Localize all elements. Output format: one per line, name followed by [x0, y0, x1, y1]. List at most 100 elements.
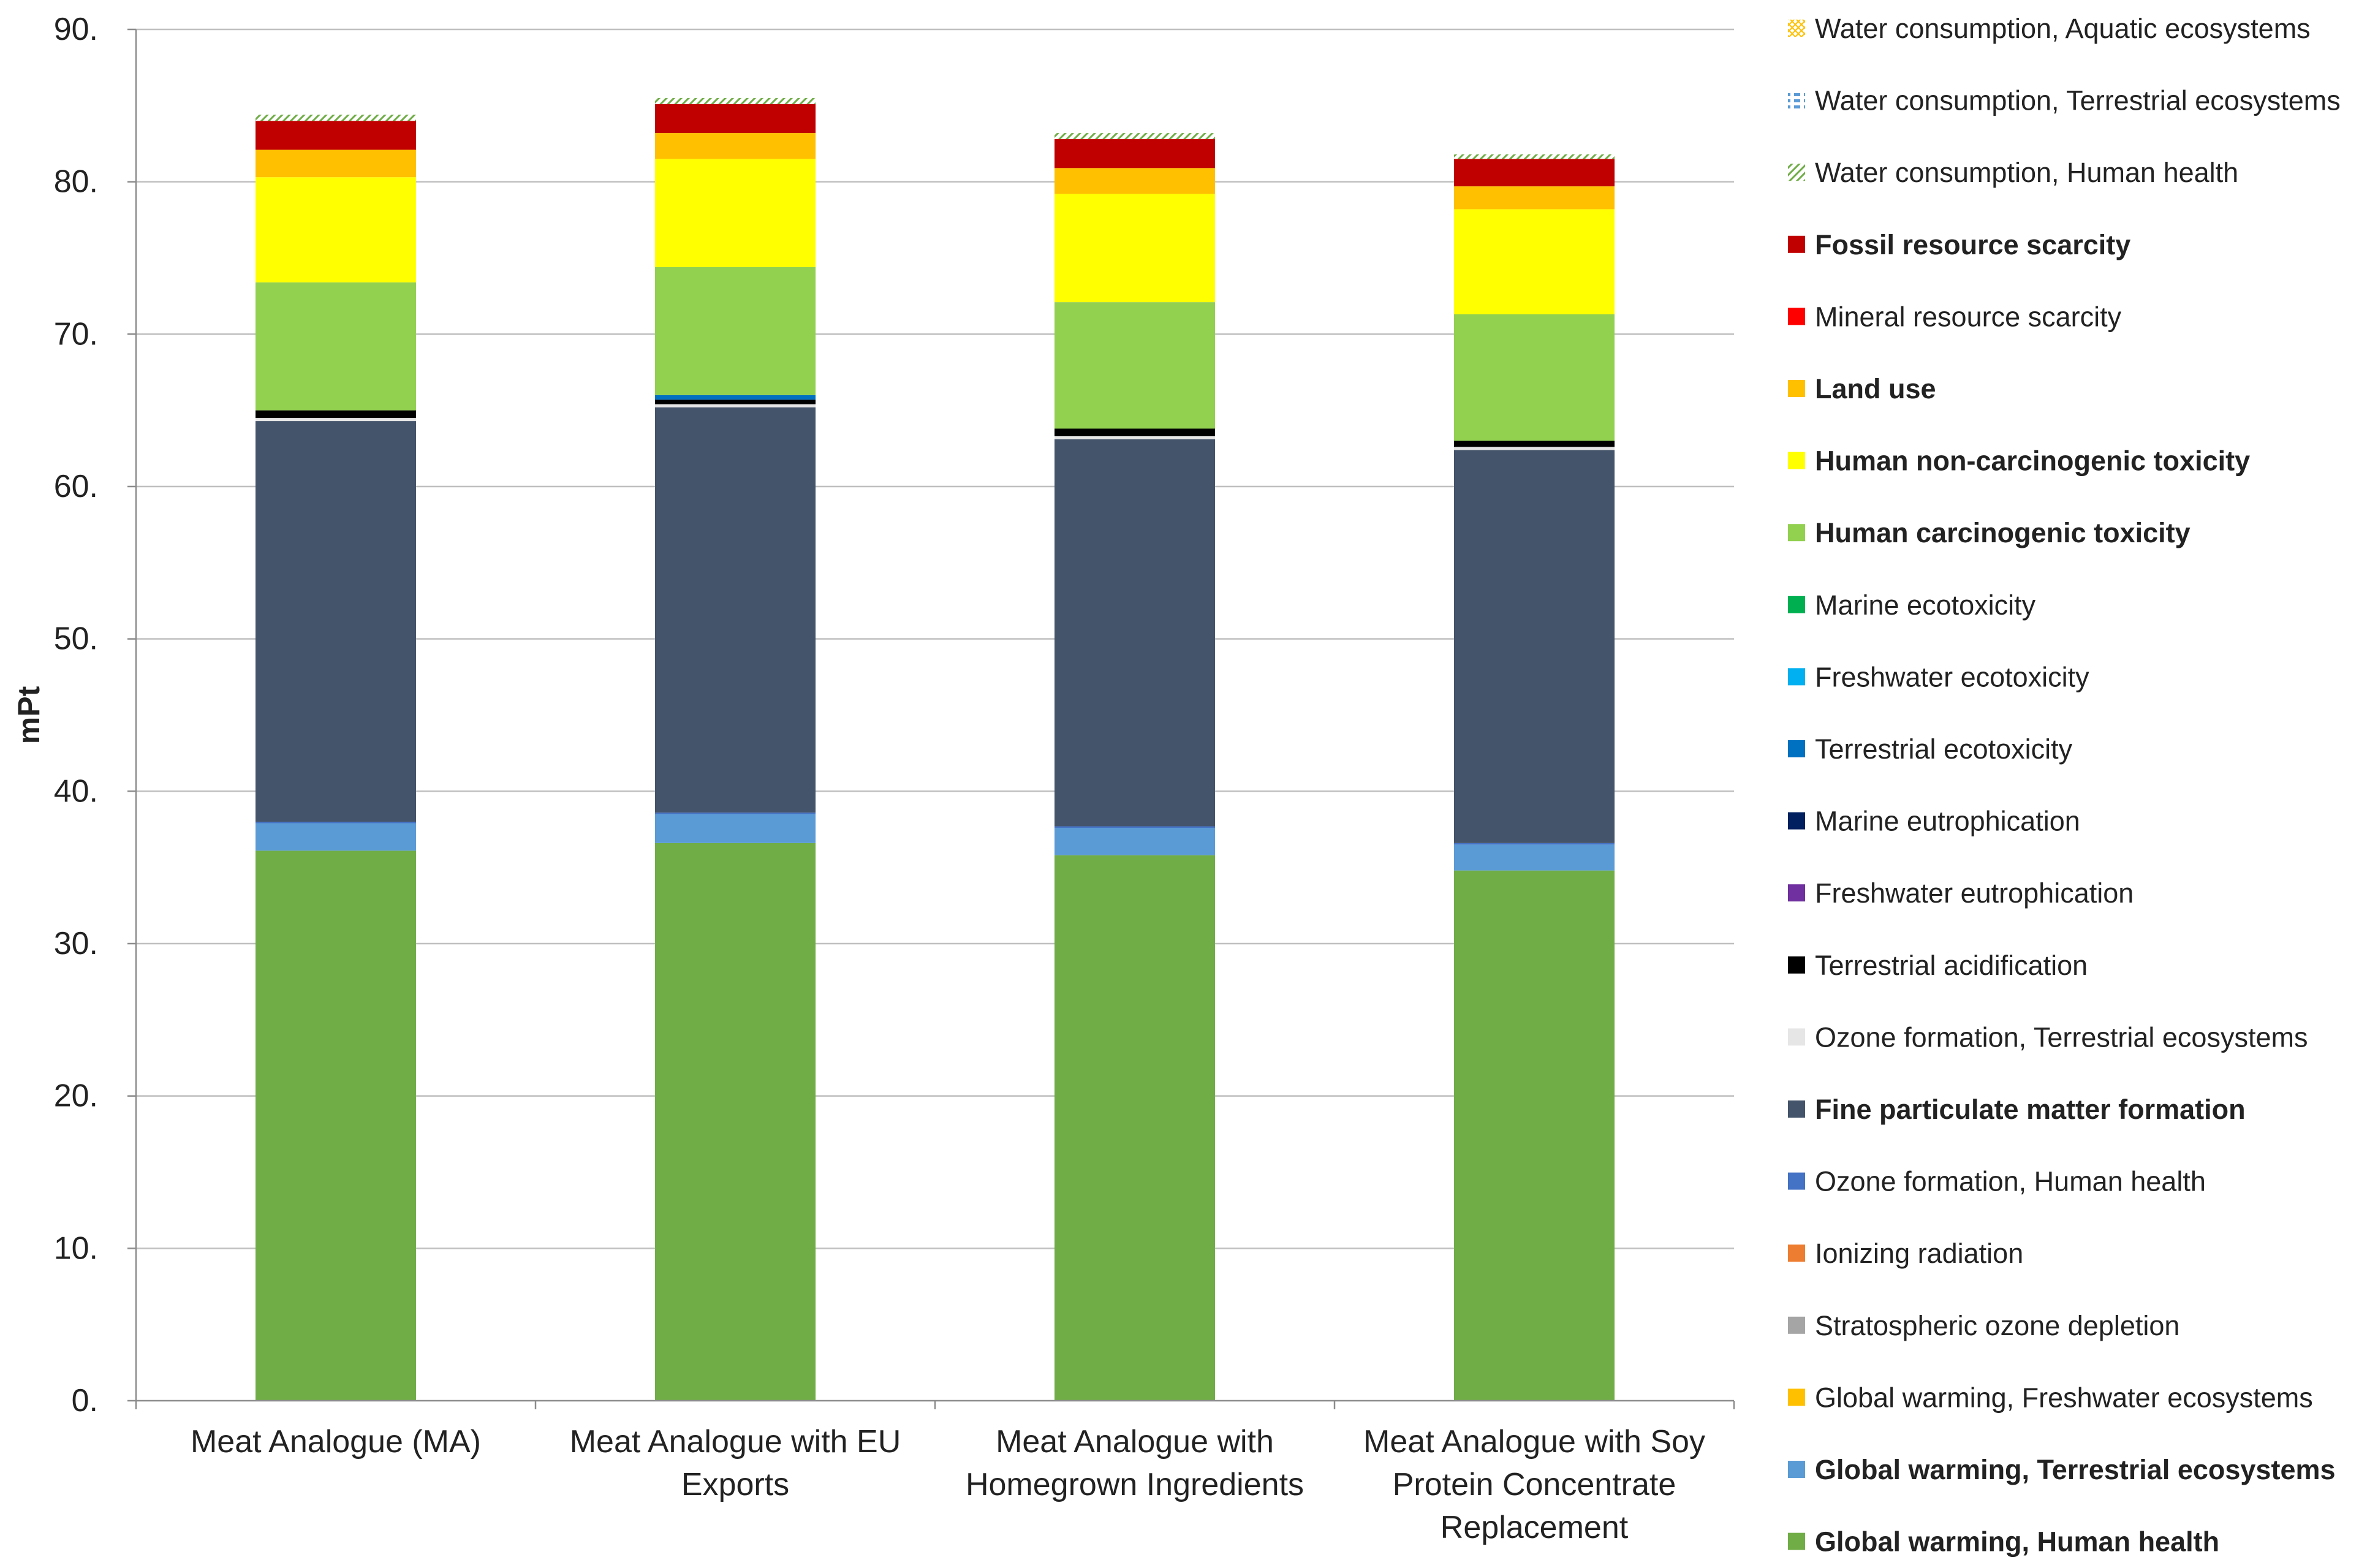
bar-segment: [1055, 133, 1215, 140]
legend-item: Marine eutrophication: [1788, 806, 2080, 837]
x-category-label: Exports: [681, 1467, 789, 1502]
legend-swatch: [1788, 668, 1805, 686]
bar-segment: [256, 282, 416, 411]
bar-segment: [1055, 428, 1215, 436]
legend-label: Mineral resource scarcity: [1815, 301, 2122, 332]
legend-swatch: [1788, 20, 1805, 37]
legend-item: Ozone formation, Terrestrial ecosystems: [1788, 1021, 2308, 1053]
legend-item: Global warming, Freshwater ecosystems: [1788, 1382, 2313, 1413]
legend-label: Global warming, Freshwater ecosystems: [1815, 1382, 2313, 1413]
legend-label: Freshwater eutrophication: [1815, 877, 2134, 909]
bar-segment: [1454, 844, 1615, 871]
bars: [256, 97, 1615, 1401]
legend-label: Marine ecotoxicity: [1815, 589, 2036, 621]
bar-segment: [256, 418, 416, 422]
bar-segment: [655, 812, 816, 814]
legend-label: Global warming, Terrestrial ecosystems: [1815, 1454, 2336, 1485]
legend-swatch: [1788, 380, 1805, 397]
legend-item: Mineral resource scarcity: [1788, 301, 2122, 332]
legend-label: Ozone formation, Terrestrial ecosystems: [1815, 1021, 2308, 1053]
y-tick-label: 60.: [54, 469, 98, 504]
legend-swatch: [1788, 164, 1805, 181]
legend-item: Fine particulate matter formation: [1788, 1094, 2246, 1125]
legend-label: Terrestrial ecotoxicity: [1815, 733, 2073, 765]
y-tick-label: 0.: [72, 1383, 98, 1418]
bar-segment: [1454, 447, 1615, 450]
bar-segment: [655, 843, 816, 1401]
legend-item: Freshwater eutrophication: [1788, 877, 2134, 909]
legend-swatch: [1788, 956, 1805, 974]
bar-segment: [1055, 826, 1215, 828]
y-tick-label: 80.: [54, 164, 98, 200]
bar-segment: [256, 150, 416, 178]
legend-label: Ionizing radiation: [1815, 1238, 2023, 1269]
legend-label: Stratospheric ozone depletion: [1815, 1310, 2179, 1341]
bar-segment: [655, 104, 816, 134]
bar-segment: [1055, 302, 1215, 429]
legend-swatch: [1788, 1028, 1805, 1046]
legend-item: Water consumption, Terrestrial ecosystem…: [1788, 85, 2341, 116]
legend-label: Fine particulate matter formation: [1815, 1094, 2246, 1125]
bar-segment: [1454, 209, 1615, 315]
legend-swatch: [1788, 91, 1805, 109]
x-category-label: Homegrown Ingredients: [966, 1467, 1304, 1502]
bar-segment: [655, 400, 816, 404]
bar-segment: [256, 115, 416, 121]
y-tick-label: 40.: [54, 773, 98, 809]
legend-item: Ozone formation, Human health: [1788, 1166, 2206, 1197]
legend-swatch: [1788, 1532, 1805, 1550]
legend-swatch: [1788, 524, 1805, 542]
legend-item: Global warming, Human health: [1788, 1526, 2219, 1558]
bar-segment: [256, 823, 416, 851]
x-category-label: Meat Analogue with EU: [570, 1424, 901, 1460]
legend-item: Human carcinogenic toxicity: [1788, 517, 2191, 548]
bar-segment: [256, 822, 416, 824]
legend-swatch: [1788, 1388, 1805, 1406]
legend-item: Fossil resource scarcity: [1788, 229, 2130, 260]
bar-segment: [1454, 441, 1615, 447]
y-tick-label: 50.: [54, 621, 98, 657]
legend-label: Marine eutrophication: [1815, 806, 2080, 837]
bar-segment: [1454, 870, 1615, 1401]
bar-segment: [1055, 436, 1215, 439]
bar-segment: [256, 121, 416, 150]
y-axis-label: mPt: [12, 686, 46, 744]
legend-swatch: [1788, 1172, 1805, 1190]
legend-item: Water consumption, Human health: [1788, 157, 2238, 188]
bar-stack: [1055, 133, 1215, 1401]
legend-item: Freshwater ecotoxicity: [1788, 661, 2089, 692]
legend-label: Global warming, Human health: [1815, 1526, 2219, 1558]
bar-segment: [1055, 194, 1215, 303]
bar-segment: [655, 404, 816, 407]
x-category-label: Meat Analogue with Soy: [1363, 1424, 1705, 1460]
y-tick-label: 70.: [54, 316, 98, 352]
legend-item: Water consumption, Aquatic ecosystems: [1788, 13, 2311, 44]
bar-segment: [1055, 139, 1215, 169]
legend-item: Terrestrial ecotoxicity: [1788, 733, 2073, 765]
bar-segment: [1454, 159, 1615, 187]
legend-item: Global warming, Terrestrial ecosystems: [1788, 1454, 2336, 1485]
bar-segment: [655, 814, 816, 843]
bar-segment: [256, 410, 416, 419]
y-tick-label: 30.: [54, 926, 98, 961]
legend-swatch: [1788, 1244, 1805, 1262]
legend-swatch: [1788, 308, 1805, 325]
legend-label: Water consumption, Aquatic ecosystems: [1815, 13, 2311, 44]
legend-item: Marine ecotoxicity: [1788, 589, 2036, 621]
bar-segment: [655, 133, 816, 159]
bar-segment: [1454, 314, 1615, 441]
legend-swatch: [1788, 1461, 1805, 1478]
legend-swatch: [1788, 1100, 1805, 1118]
legend-label: Freshwater ecotoxicity: [1815, 661, 2089, 692]
legend-swatch: [1788, 812, 1805, 830]
bar-stack: [655, 97, 816, 1401]
bar-stack: [1454, 154, 1615, 1401]
legend-swatch: [1788, 596, 1805, 613]
legend-item: Land use: [1788, 373, 1936, 404]
axes: 0. 10. 20. 30. 40. 50. 60. 70. 80. 90. mPt Meat Ana…: [12, 12, 1735, 1545]
bar-segment: [655, 407, 816, 813]
bar-segment: [1055, 439, 1215, 827]
bar-segment: [1055, 168, 1215, 194]
legend-swatch: [1788, 1316, 1805, 1334]
